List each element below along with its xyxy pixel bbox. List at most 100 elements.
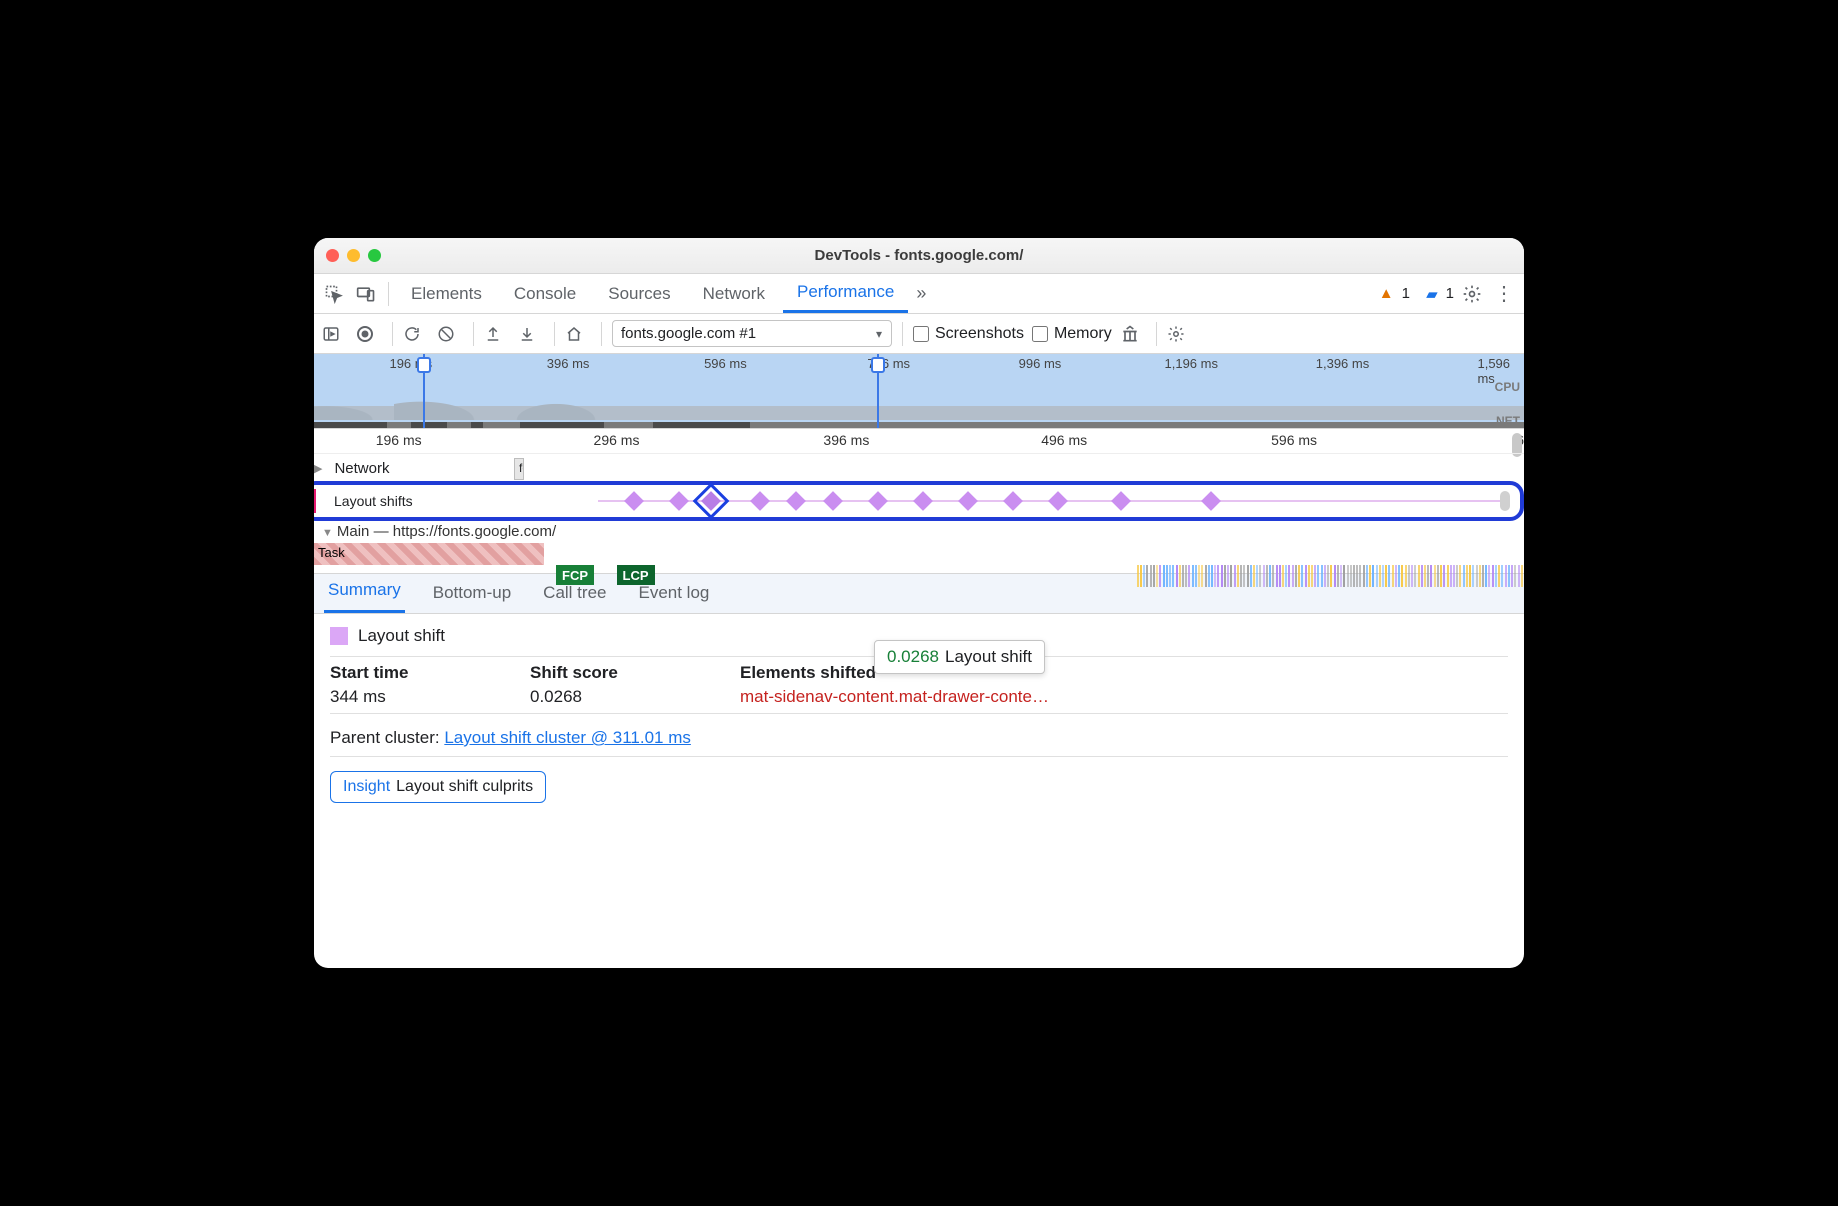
tab-performance[interactable]: Performance (783, 274, 908, 313)
tab-elements[interactable]: Elements (397, 274, 496, 313)
layout-shift-marker[interactable] (624, 491, 644, 511)
overview-tick: 596 ms (704, 356, 747, 371)
upload-icon[interactable] (484, 325, 510, 343)
parent-cluster-link[interactable]: Layout shift cluster @ 311.01 ms (444, 728, 691, 747)
network-track[interactable]: ▶ Network LarFanl...fonts.google.com) (314, 453, 1524, 483)
net-label: NET (1496, 414, 1520, 428)
network-request-block[interactable]: fonts.google.com) (514, 458, 524, 480)
layout-shift-marker[interactable] (1048, 491, 1068, 511)
record-icon[interactable] (356, 325, 382, 343)
layout-shift-marker[interactable] (823, 491, 843, 511)
layout-shift-tooltip: 0.0268 Layout shift (874, 640, 1045, 674)
minimize-icon[interactable] (347, 249, 360, 262)
warning-icon: ▲ (1379, 285, 1394, 302)
task-barcode (1137, 565, 1524, 587)
cpu-chart (314, 388, 1524, 420)
flame-ticks: 196 ms296 ms396 ms496 ms596 ms69 (314, 429, 1524, 453)
insight-button[interactable]: Insight Layout shift culprits (330, 771, 546, 803)
tab-console[interactable]: Console (500, 274, 590, 313)
main-thread-track[interactable]: ▼Main — https://fonts.google.com/ Task F… (314, 521, 1524, 569)
insight-text: Layout shift culprits (396, 778, 533, 795)
panel-tabs: Elements Console Sources Network Perform… (314, 274, 1524, 314)
toggle-sidebar-icon[interactable] (322, 325, 348, 343)
layout-shift-marker[interactable] (669, 491, 689, 511)
overview-handle-left[interactable] (417, 354, 431, 428)
info-icon: ▰ (1426, 285, 1438, 303)
flame-tick: 296 ms (594, 432, 640, 448)
layout-shift-marker[interactable] (750, 491, 770, 511)
tab-bottom-up[interactable]: Bottom-up (429, 573, 515, 613)
layout-shift-marker[interactable] (868, 491, 888, 511)
overview-tick: 1,196 ms (1165, 356, 1218, 371)
window-title: DevTools - fonts.google.com/ (314, 247, 1524, 264)
timeline-overview[interactable]: 196 ms396 ms596 ms796 ms996 ms1,196 ms1,… (314, 354, 1524, 429)
main-thread-label: Main — https://fonts.google.com/ (337, 523, 556, 540)
lcp-badge[interactable]: LCP (617, 565, 655, 585)
flame-chart[interactable]: 196 ms296 ms396 ms496 ms596 ms69 ▶ Netwo… (314, 429, 1524, 574)
screenshots-checkbox[interactable] (913, 326, 929, 342)
layout-shift-marker[interactable] (1003, 491, 1023, 511)
legend-swatch (330, 627, 348, 645)
layout-shift-marker[interactable] (701, 491, 721, 511)
track-color-bar (314, 489, 316, 513)
download-icon[interactable] (518, 325, 544, 343)
tooltip-label: Layout shift (945, 647, 1032, 666)
devtools-window: DevTools - fonts.google.com/ Elements Co… (314, 238, 1524, 968)
memory-toggle[interactable]: Memory (1032, 325, 1112, 343)
recording-select-wrap: fonts.google.com #1 (612, 320, 892, 347)
col-start-time-header: Start time (330, 663, 530, 683)
col-shift-score-header: Shift score (530, 663, 740, 683)
overview-ticks: 196 ms396 ms596 ms796 ms996 ms1,196 ms1,… (314, 354, 1524, 374)
insight-label: Insight (343, 778, 390, 795)
tab-sources[interactable]: Sources (594, 274, 684, 313)
layout-shift-marker[interactable] (913, 491, 933, 511)
settings-icon[interactable] (1458, 280, 1486, 308)
overview-tick: 996 ms (1019, 356, 1062, 371)
warning-count: 1 (1402, 285, 1410, 302)
device-icon[interactable] (352, 280, 380, 308)
recording-select[interactable]: fonts.google.com #1 (612, 320, 892, 347)
traffic-lights (326, 249, 381, 262)
fcp-badge[interactable]: FCP (556, 565, 594, 585)
layout-shifts-track[interactable]: Layout shifts (318, 485, 1520, 517)
layout-shift-marker[interactable] (958, 491, 978, 511)
legend-label: Layout shift (358, 626, 445, 646)
overview-handle-right[interactable] (871, 354, 885, 428)
layout-shift-marker[interactable] (1201, 491, 1221, 511)
screenshots-toggle[interactable]: Screenshots (913, 325, 1024, 343)
zoom-icon[interactable] (368, 249, 381, 262)
divider (388, 282, 389, 306)
clear-icon[interactable] (437, 325, 463, 343)
inspect-icon[interactable] (320, 280, 348, 308)
close-icon[interactable] (326, 249, 339, 262)
tooltip-value: 0.0268 (887, 647, 939, 666)
parent-cluster-row: Parent cluster: Layout shift cluster @ 3… (330, 720, 1508, 757)
net-strip (314, 422, 1524, 428)
layout-shift-marker[interactable] (1111, 491, 1131, 511)
reload-icon[interactable] (403, 325, 429, 343)
more-tabs-icon[interactable]: » (912, 283, 930, 304)
info-count: 1 (1446, 285, 1454, 302)
tab-network[interactable]: Network (689, 274, 779, 313)
col-start-time-value: 344 ms (330, 687, 530, 707)
flame-tick: 396 ms (823, 432, 869, 448)
perf-toolbar: fonts.google.com #1 Screenshots Memory (314, 314, 1524, 354)
task-block[interactable]: Task (314, 543, 544, 565)
track-endcap (1500, 491, 1510, 511)
home-icon[interactable] (565, 325, 591, 343)
collect-garbage-icon[interactable] (1120, 324, 1146, 344)
col-elements-header: Elements shifted (740, 663, 1508, 683)
overview-tick: 396 ms (547, 356, 590, 371)
kebab-icon[interactable]: ⋮ (1490, 281, 1518, 306)
network-track-label: Network (326, 460, 389, 477)
capture-settings-icon[interactable] (1167, 325, 1193, 343)
overview-tick: 1,396 ms (1316, 356, 1369, 371)
memory-checkbox[interactable] (1032, 326, 1048, 342)
disclosure-icon[interactable]: ▼ (322, 527, 337, 539)
issue-counts[interactable]: ▲ 1 ▰ 1 (1379, 285, 1454, 303)
col-elements-value[interactable]: mat-sidenav-content.mat-drawer-conte… (740, 687, 1508, 707)
layout-shift-marker[interactable] (787, 491, 807, 511)
flame-tick: 596 ms (1271, 432, 1317, 448)
tab-summary[interactable]: Summary (324, 570, 405, 613)
disclosure-icon[interactable]: ▶ (314, 462, 326, 475)
